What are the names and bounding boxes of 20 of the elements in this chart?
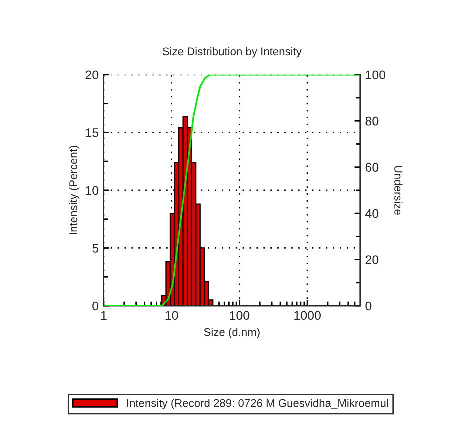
- x-tick-label: 10: [166, 311, 178, 320]
- y2-tick-label: 100: [366, 70, 386, 80]
- y2-axis-title: Undersize: [394, 166, 403, 215]
- x-tick-label: 1000: [294, 311, 321, 320]
- y2-tick-label: 0: [366, 302, 372, 311]
- y2-tick-label: 20: [366, 256, 379, 264]
- y2-tick-label: 40: [366, 209, 379, 218]
- y2-tick-label: 80: [366, 116, 379, 126]
- y-tick-label: 20: [86, 70, 99, 80]
- y2-tick-label: 60: [366, 163, 379, 172]
- y-tick-label: 0: [92, 302, 99, 311]
- y-tick-label: 15: [86, 128, 99, 138]
- chart-title: Size Distribution by Intensity: [162, 47, 302, 58]
- y-tick-label: 10: [86, 186, 99, 196]
- legend-label: Intensity (Record 289: 0726 M Guesvidha_Mikroemul: [127, 399, 388, 410]
- y-tick-label: 5: [92, 244, 99, 253]
- y-axis-title: Intensity (Percent): [69, 146, 80, 235]
- x-tick-label: 1: [101, 311, 107, 320]
- x-tick-label: 100: [230, 311, 250, 320]
- x-axis-title: Size (d.nm): [204, 328, 260, 338]
